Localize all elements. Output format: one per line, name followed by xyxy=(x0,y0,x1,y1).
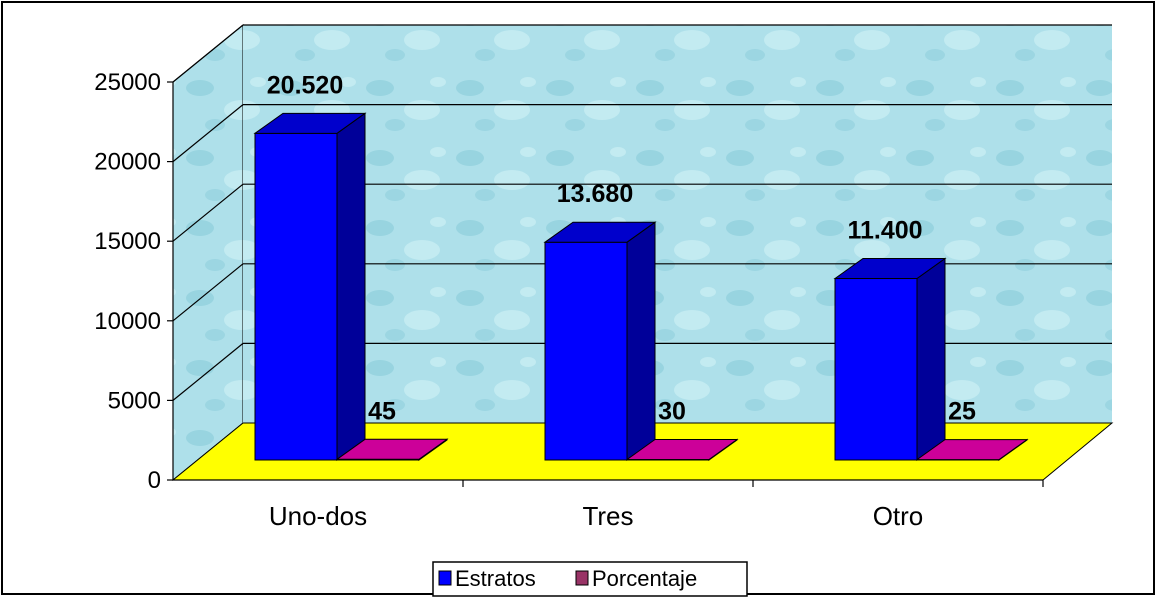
y-tick-label: 15000 xyxy=(94,228,161,255)
bar-side xyxy=(336,112,366,461)
bar-top xyxy=(543,221,657,243)
gridline-diagonal xyxy=(172,24,244,83)
legend-label-estratos: Estratos xyxy=(455,566,536,591)
data-label: 30 xyxy=(658,398,686,426)
bar-top xyxy=(915,439,1029,461)
y-tick-label: 5000 xyxy=(108,387,161,414)
data-label: 11.400 xyxy=(847,217,922,245)
x-tick-label: Tres xyxy=(582,501,633,531)
data-label: 20.520 xyxy=(267,71,343,99)
legend-box xyxy=(432,561,748,597)
y-tick-label: 20000 xyxy=(94,149,161,176)
gridline-diagonal xyxy=(172,342,244,401)
data-labels: 20.520 13.680 11.400 45 30 25 xyxy=(267,71,976,425)
legend-label-porcentaje: Porcentaje xyxy=(592,566,697,591)
bar-estratos-tres xyxy=(543,221,657,461)
gridlines xyxy=(172,24,1112,401)
bars xyxy=(253,112,1029,461)
legend-swatch-estratos xyxy=(438,570,452,586)
gridline-diagonal xyxy=(172,183,244,242)
axes: 0 5000 10000 15000 20000 25000 Uno-dos Tres Otro xyxy=(94,69,1044,531)
y-tick-label: 25000 xyxy=(94,69,161,96)
bar-estratos-uno-dos xyxy=(253,112,367,461)
legend: Estratos Porcentaje xyxy=(432,561,748,597)
bar-porcentaje-otro xyxy=(915,438,1029,461)
bar-top xyxy=(335,438,449,460)
data-label: 25 xyxy=(948,398,976,426)
bar-front xyxy=(834,278,918,461)
data-label: 13.680 xyxy=(557,180,633,208)
side-wall xyxy=(172,23,244,482)
legend-swatch-porcentaje xyxy=(575,570,589,586)
bar-porcentaje-uno-dos xyxy=(335,438,449,461)
gridline-diagonal xyxy=(172,104,244,163)
y-tick-label: 10000 xyxy=(94,308,161,335)
back-wall xyxy=(243,25,1112,423)
bar-side xyxy=(916,257,946,461)
bar-top xyxy=(833,258,947,280)
bar-top xyxy=(625,439,739,461)
bar-front xyxy=(544,241,628,461)
bar-porcentaje-tres xyxy=(625,438,739,461)
data-label: 45 xyxy=(368,397,396,425)
y-tick-label: 0 xyxy=(148,467,161,494)
bar-top xyxy=(253,112,367,134)
x-tick-label: Uno-dos xyxy=(269,501,367,531)
x-tick-label: Otro xyxy=(873,501,924,531)
bar-side xyxy=(626,221,656,461)
gridline-diagonal xyxy=(172,263,244,322)
bar-estratos-otro xyxy=(833,257,947,461)
bar-front xyxy=(254,132,338,461)
